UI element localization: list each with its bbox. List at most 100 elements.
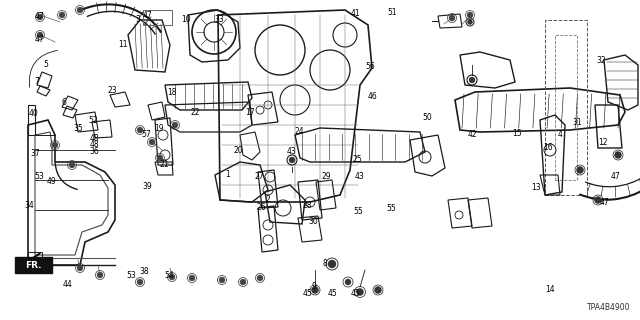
Text: 46: 46	[367, 92, 378, 101]
Text: 45: 45	[302, 289, 312, 298]
Text: 22: 22	[191, 108, 200, 117]
Text: 23: 23	[107, 86, 117, 95]
Circle shape	[69, 162, 75, 168]
Text: 33: 33	[214, 15, 224, 24]
Circle shape	[77, 7, 83, 13]
Text: 25: 25	[352, 155, 362, 164]
Text: 52: 52	[88, 116, 98, 124]
Circle shape	[97, 272, 103, 278]
Circle shape	[614, 151, 621, 158]
Text: 16: 16	[543, 143, 553, 152]
Circle shape	[219, 277, 225, 283]
Text: 2: 2	[265, 196, 270, 204]
Circle shape	[467, 12, 473, 18]
Text: 8: 8	[323, 260, 328, 268]
Circle shape	[157, 155, 163, 161]
Text: 40: 40	[28, 109, 38, 118]
Text: 55: 55	[353, 207, 364, 216]
Circle shape	[469, 77, 475, 83]
Text: 47: 47	[600, 198, 610, 207]
Text: 53: 53	[126, 271, 136, 280]
Text: 45: 45	[350, 289, 360, 298]
Text: 10: 10	[180, 15, 191, 24]
Text: 49: 49	[46, 177, 56, 186]
Text: 37: 37	[30, 149, 40, 158]
Circle shape	[577, 166, 584, 173]
Circle shape	[189, 275, 195, 281]
Text: 31: 31	[572, 118, 582, 127]
Text: 6: 6	[61, 98, 67, 107]
Text: 5: 5	[44, 60, 49, 68]
Bar	[555, 35, 577, 180]
Text: 19: 19	[154, 124, 164, 133]
Circle shape	[149, 139, 155, 145]
Text: 4: 4	[557, 130, 563, 139]
Text: 12: 12	[598, 138, 607, 147]
Circle shape	[356, 289, 364, 295]
Text: 48: 48	[90, 140, 100, 149]
Text: 54: 54	[164, 271, 175, 280]
Circle shape	[289, 157, 295, 163]
Text: 41: 41	[350, 9, 360, 18]
Circle shape	[172, 122, 178, 128]
Text: 7: 7	[35, 77, 40, 86]
Circle shape	[374, 286, 381, 293]
Circle shape	[328, 260, 336, 268]
Text: 47: 47	[611, 172, 621, 181]
Text: 11: 11	[118, 40, 127, 49]
Circle shape	[37, 32, 43, 38]
Text: 17: 17	[244, 108, 255, 117]
Text: 24: 24	[294, 127, 305, 136]
Text: 30: 30	[308, 217, 319, 226]
Circle shape	[257, 275, 263, 281]
Text: 50: 50	[422, 113, 433, 122]
Text: 34: 34	[24, 201, 34, 210]
Circle shape	[345, 279, 351, 285]
Text: 9: 9	[311, 282, 316, 291]
Circle shape	[59, 12, 65, 18]
Circle shape	[137, 279, 143, 285]
Circle shape	[467, 20, 472, 25]
Bar	[545, 20, 587, 195]
Circle shape	[240, 279, 246, 285]
FancyBboxPatch shape	[15, 257, 52, 273]
Circle shape	[595, 196, 602, 204]
Text: 36: 36	[90, 147, 100, 156]
Text: 38: 38	[139, 267, 149, 276]
Text: 27: 27	[254, 172, 264, 181]
Circle shape	[37, 14, 43, 20]
Text: 51: 51	[387, 8, 397, 17]
Text: 20: 20	[233, 146, 243, 155]
Text: 18: 18	[167, 88, 176, 97]
Text: 15: 15	[512, 129, 522, 138]
Text: FR.: FR.	[25, 260, 41, 269]
Text: 44: 44	[62, 280, 72, 289]
Text: 53: 53	[35, 172, 45, 181]
Text: 56: 56	[365, 62, 375, 71]
Text: 47: 47	[35, 12, 45, 20]
Text: 29: 29	[321, 172, 332, 181]
Text: TPA4B4900: TPA4B4900	[587, 303, 630, 312]
Text: 47: 47	[35, 35, 45, 44]
Text: 1: 1	[225, 170, 230, 179]
Text: 13: 13	[531, 183, 541, 192]
Circle shape	[449, 15, 455, 21]
Text: 48: 48	[90, 134, 100, 143]
Text: 47: 47	[142, 11, 152, 20]
Text: 43: 43	[355, 172, 365, 181]
Text: 43: 43	[286, 147, 296, 156]
Text: 32: 32	[596, 56, 607, 65]
Text: 3: 3	[135, 15, 140, 24]
Text: 14: 14	[545, 285, 556, 294]
Circle shape	[169, 274, 175, 280]
Circle shape	[312, 286, 319, 293]
Text: 57: 57	[141, 130, 151, 139]
Text: 26: 26	[256, 204, 266, 212]
Circle shape	[77, 265, 83, 271]
Text: 35: 35	[73, 124, 83, 132]
Text: 55: 55	[387, 204, 397, 213]
Text: 39: 39	[142, 182, 152, 191]
Text: 45: 45	[328, 289, 338, 298]
Circle shape	[52, 142, 58, 148]
Text: 28: 28	[303, 201, 312, 210]
